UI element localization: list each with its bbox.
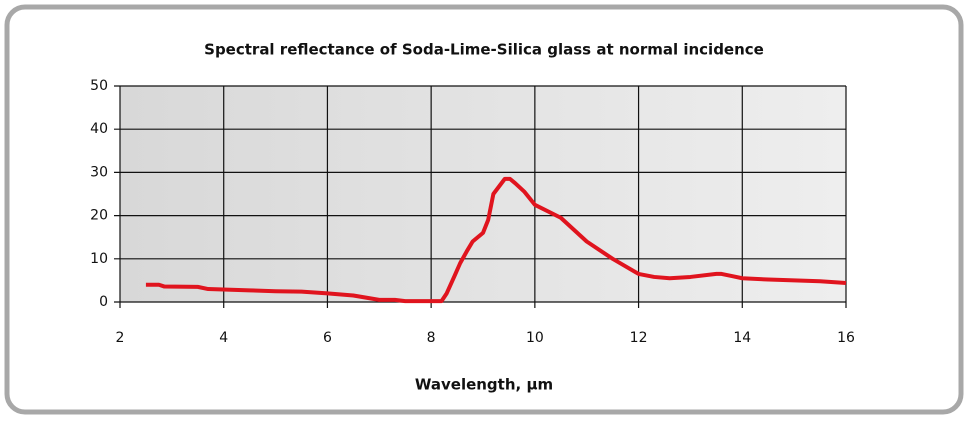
y-tick-label: 50: [90, 78, 108, 94]
x-tick-label: 8: [427, 330, 436, 346]
chart-title: Spectral reflectance of Soda-Lime-Silica…: [204, 41, 764, 59]
y-tick-label: 0: [99, 294, 108, 310]
y-tick-label: 20: [90, 208, 108, 224]
line: [145, 176, 847, 304]
x-tick-label: 2: [116, 330, 125, 346]
x-axis-label: Wavelength, µm: [415, 376, 553, 394]
x-tick-label: 16: [837, 330, 855, 346]
x-tick-label: 10: [526, 330, 544, 346]
x-tick-label: 12: [630, 330, 648, 346]
y-tick-label: 40: [90, 121, 108, 137]
x-tick-label: 14: [733, 330, 751, 346]
x-tick-label: 6: [323, 330, 332, 346]
plot-area: [120, 86, 846, 302]
y-tick-label: 30: [90, 164, 108, 180]
x-tick-label: 4: [219, 330, 228, 346]
y-tick-label: 10: [90, 251, 108, 267]
